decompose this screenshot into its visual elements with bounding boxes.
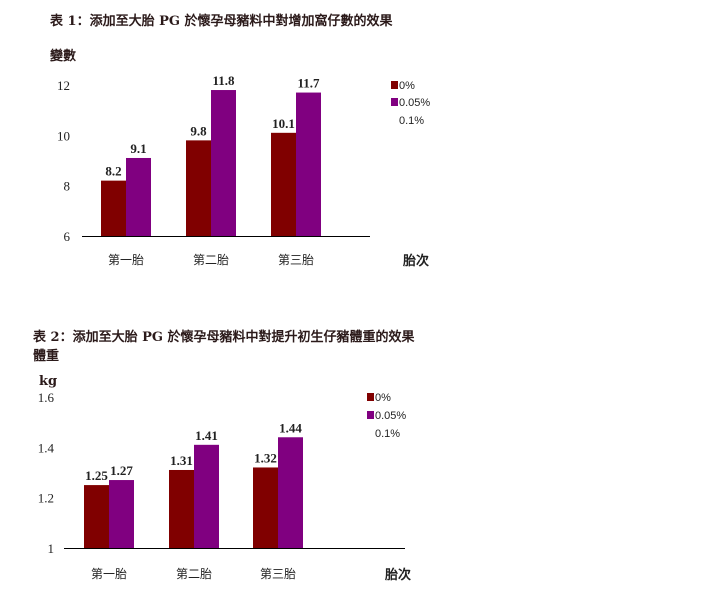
data-label: 1.32 xyxy=(254,450,277,465)
data-label: 1.31 xyxy=(170,453,193,468)
bar-series-0pct xyxy=(101,180,126,236)
legend-item: 0% xyxy=(375,392,391,404)
y-axis-unit: kg xyxy=(39,374,57,389)
bar-series-005pct xyxy=(126,157,151,236)
y-axis-label: 變數 xyxy=(50,48,76,64)
y-tick-label: 1.4 xyxy=(38,440,55,455)
bar-series-0pct xyxy=(253,467,278,548)
x-tick-label: 第三胎 xyxy=(278,253,314,267)
y-tick-label: 12 xyxy=(57,78,70,93)
data-label: 1.44 xyxy=(279,420,302,435)
bar-series-0pct xyxy=(169,469,194,548)
data-label: 8.2 xyxy=(105,164,121,179)
y-tick-label: 8 xyxy=(64,179,71,194)
y-tick-label: 6 xyxy=(64,229,71,244)
legend-swatch xyxy=(367,411,374,419)
chart-title: 表 1：添加至大胎 PG 於懷孕母豬料中對增加窩仔數的效果 xyxy=(49,13,393,29)
bar-series-005pct xyxy=(278,437,303,548)
x-tick-label: 第二胎 xyxy=(193,253,229,267)
data-label: 10.1 xyxy=(272,116,295,131)
data-label: 11.8 xyxy=(212,73,235,88)
x-tick-label: 第三胎 xyxy=(260,567,296,581)
x-tick-label: 第一胎 xyxy=(108,253,144,267)
chart-title: 表 2：添加至大胎 PG 於懷孕母豬料中對提升初生仔豬體重的效果 xyxy=(32,329,415,345)
x-axis-label: 胎次 xyxy=(385,567,411,583)
legend-item: 0.1% xyxy=(399,115,424,127)
y-tick-label: 1.6 xyxy=(38,390,55,405)
y-tick-label: 1 xyxy=(48,541,55,556)
x-axis-label: 胎次 xyxy=(403,253,429,269)
y-axis-label: 體重 xyxy=(33,348,59,364)
x-tick-label: 第二胎 xyxy=(176,567,212,581)
bar-series-005pct xyxy=(194,444,219,548)
data-label: 11.7 xyxy=(297,76,320,91)
bar-series-005pct xyxy=(109,480,134,548)
bar-series-005pct xyxy=(296,92,321,236)
bar-series-0pct xyxy=(271,132,296,236)
data-label: 1.27 xyxy=(110,463,133,478)
data-label: 9.8 xyxy=(190,123,207,138)
data-label: 1.25 xyxy=(85,468,108,483)
bar-series-005pct xyxy=(211,90,236,237)
bar-series-0pct xyxy=(186,140,211,236)
bar-series-0pct xyxy=(84,485,109,548)
legend-item: 0.05% xyxy=(399,97,430,109)
data-label: 9.1 xyxy=(130,141,146,156)
data-label: 1.41 xyxy=(195,428,218,443)
legend-item: 0.1% xyxy=(375,428,400,440)
legend-swatch xyxy=(391,81,398,89)
legend-item: 0.05% xyxy=(375,410,406,422)
legend-swatch xyxy=(391,98,398,106)
y-tick-label: 1.2 xyxy=(38,491,54,506)
legend-swatch xyxy=(367,393,374,401)
x-tick-label: 第一胎 xyxy=(91,567,127,581)
y-tick-label: 10 xyxy=(57,128,70,143)
legend-item: 0% xyxy=(399,80,415,92)
